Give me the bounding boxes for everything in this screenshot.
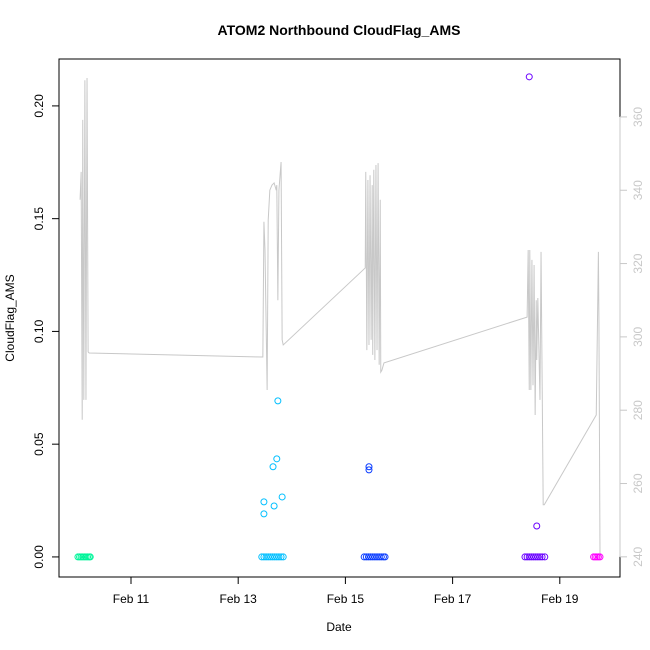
- y2-tick-label: 320: [631, 253, 645, 273]
- point: [533, 522, 541, 530]
- x-tick-label: Feb 15: [327, 592, 365, 606]
- point: [260, 510, 268, 518]
- point: [534, 553, 542, 561]
- point: [541, 553, 549, 561]
- x-tick-label: Feb 13: [220, 592, 258, 606]
- point: [596, 553, 604, 561]
- point: [365, 466, 373, 474]
- x-tick-label: Feb 19: [541, 592, 579, 606]
- x-tick-label: Feb 17: [434, 592, 472, 606]
- point: [381, 553, 389, 561]
- chart-title: ATOM2 Northbound CloudFlag_AMS: [218, 22, 461, 38]
- point: [277, 553, 285, 561]
- y2-tick-label: 260: [631, 473, 645, 493]
- point: [525, 73, 533, 81]
- y2-tick-label: 280: [631, 400, 645, 420]
- y-tick-label: 0.05: [32, 432, 46, 456]
- y2-tick-label: 300: [631, 327, 645, 347]
- y2-tick-label: 240: [631, 547, 645, 567]
- point: [275, 553, 283, 561]
- x-tick-label: Feb 11: [113, 592, 150, 606]
- point: [260, 498, 268, 506]
- x-axis-label: Date: [326, 620, 352, 634]
- point: [270, 502, 278, 510]
- point: [278, 493, 286, 501]
- y-tick-label: 0.15: [32, 207, 46, 231]
- point: [536, 553, 544, 561]
- y-tick-label: 0.20: [32, 94, 46, 118]
- point: [365, 463, 373, 471]
- y-tick-label: 0.00: [32, 545, 46, 569]
- point: [273, 455, 281, 463]
- y-tick-label: 0.10: [32, 319, 46, 343]
- point: [274, 397, 282, 405]
- y2-tick-label: 360: [631, 107, 645, 127]
- line-series: [79, 78, 601, 557]
- point: [538, 553, 546, 561]
- y2-tick-label: 340: [631, 180, 645, 200]
- y-axis-label: CloudFlag_AMS: [3, 274, 17, 361]
- point: [86, 553, 94, 561]
- point: [269, 463, 277, 471]
- point: [377, 553, 385, 561]
- point: [279, 553, 287, 561]
